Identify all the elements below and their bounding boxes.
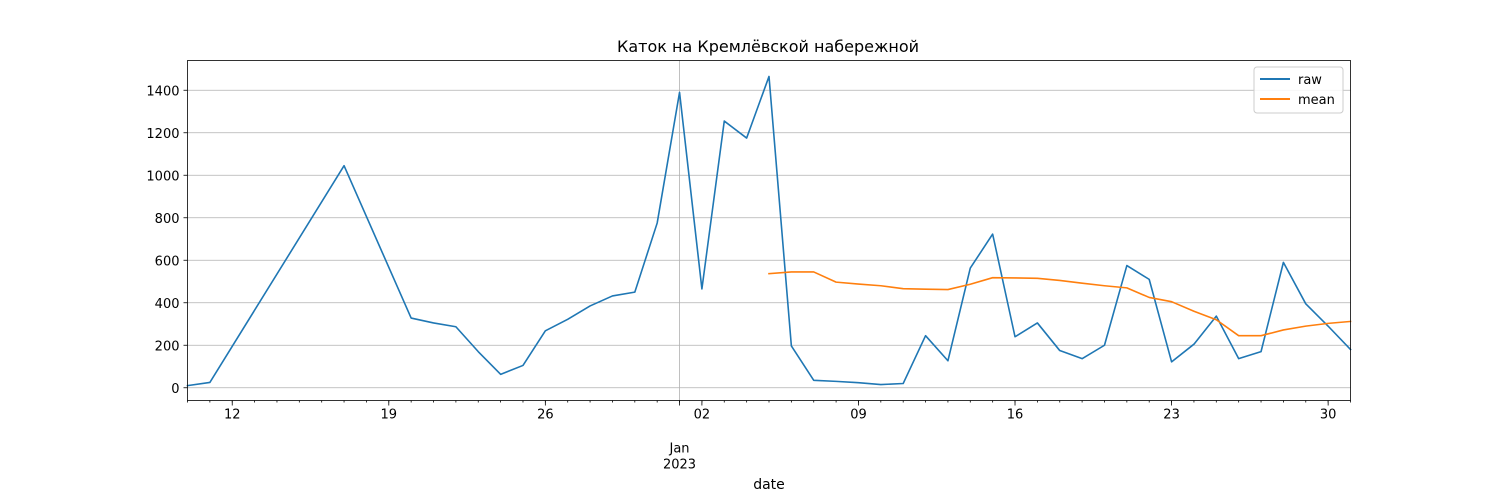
y-tick-label: 0 xyxy=(171,382,179,397)
x-axis-label: date xyxy=(753,477,785,493)
y-tick-label: 1400 xyxy=(146,84,179,99)
legend: raw mean xyxy=(1253,66,1344,114)
plot-frame xyxy=(187,60,1351,401)
y-tick-label: 1000 xyxy=(146,169,179,184)
series-line-raw xyxy=(186,75,1352,387)
x-tick-label: 09 xyxy=(850,408,867,423)
grid-layer xyxy=(187,60,1351,401)
x-tick-label: 12 xyxy=(224,408,241,423)
x-tick-label: 30 xyxy=(1320,408,1337,423)
y-tick-label: 1200 xyxy=(146,127,179,142)
y-tick-label: 600 xyxy=(155,254,180,269)
legend-label-raw: raw xyxy=(1298,73,1322,88)
series-layer xyxy=(186,75,1352,387)
x-tick-label: 19 xyxy=(381,408,398,423)
chart-title: Каток на Кремлёвской набережной xyxy=(617,37,919,56)
x-tick-label: 16 xyxy=(1007,408,1024,423)
x-tick-label: 23 xyxy=(1163,408,1180,423)
x-major-tick-label-year: 2023 xyxy=(663,458,696,473)
y-tick-label: 400 xyxy=(155,297,180,312)
x-tick-label: 02 xyxy=(694,408,711,423)
legend-label-mean: mean xyxy=(1298,93,1335,108)
y-tick-label: 200 xyxy=(155,339,180,354)
series-line-mean xyxy=(768,271,1352,337)
y-tick-label: 800 xyxy=(155,212,180,227)
x-tick-label: 26 xyxy=(537,408,554,423)
x-major-tick-label: Jan xyxy=(669,442,690,457)
